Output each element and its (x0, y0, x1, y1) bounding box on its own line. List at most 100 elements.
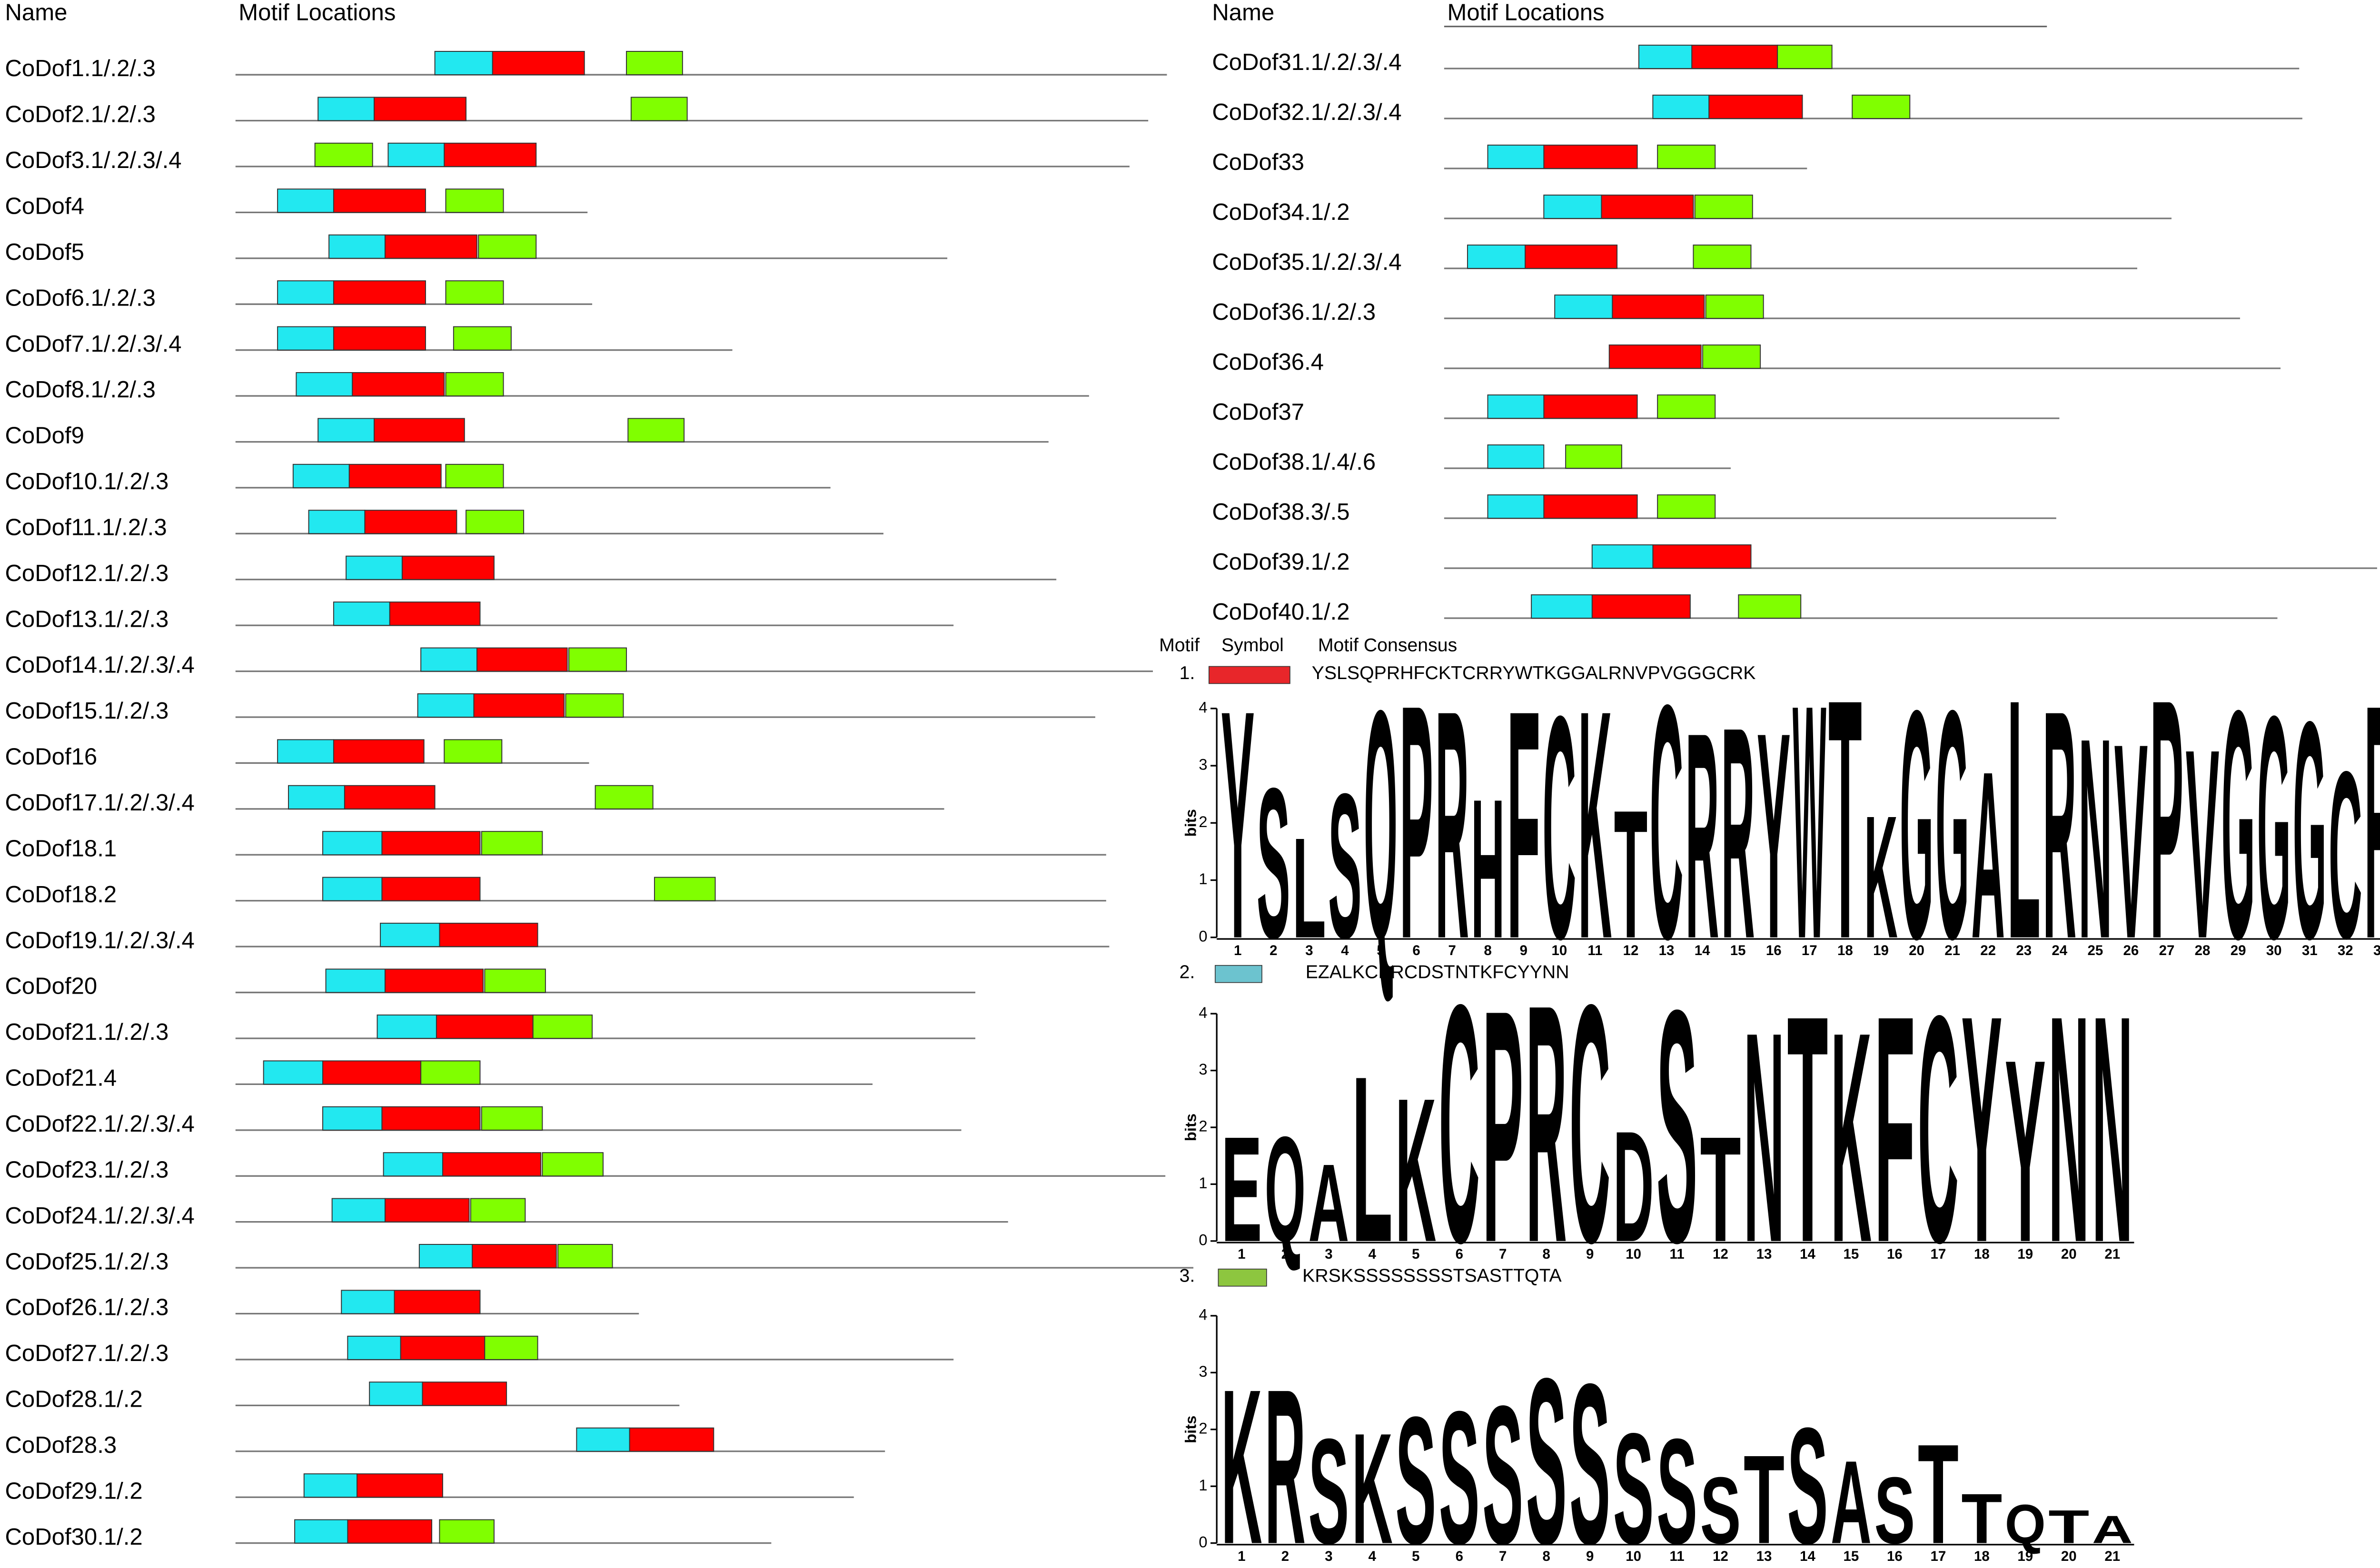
position-label: 19 (1873, 943, 1889, 958)
gene-name: CoDof40.1/.2 (1212, 599, 1349, 625)
motif-box (1543, 494, 1638, 519)
gene-name: CoDof31.1/.2/.3/.4 (1212, 49, 1401, 75)
logo-letter: G (1935, 642, 1969, 1006)
logo-letter: C (1650, 636, 1684, 1009)
motif-box (317, 97, 375, 121)
gene-name: CoDof37 (1212, 399, 1304, 425)
logo-letter: L (1292, 809, 1326, 968)
gene-name: CoDof16 (5, 744, 97, 770)
position-label: 17 (1802, 943, 1817, 958)
gene-name: CoDof18.2 (5, 882, 117, 907)
position-label: 6 (1456, 1548, 1463, 1564)
logo-letter: F (1874, 948, 1915, 1310)
position-label: 15 (1844, 1548, 1859, 1564)
motif-box (352, 372, 445, 397)
position-label: 1 (1238, 1246, 1245, 1262)
motif-box (1638, 44, 1693, 69)
y-tick-label: 2 (1199, 1419, 1207, 1437)
position-label: 11 (1670, 1548, 1685, 1564)
position-label: 5 (1412, 1548, 1419, 1564)
motif-box (333, 188, 426, 213)
logo-letter: G (2257, 650, 2291, 1006)
logo-letter: C (1569, 934, 1610, 1313)
position-label: 6 (1456, 1246, 1463, 1262)
motif-box (317, 418, 375, 443)
y-tick-label: 1 (1199, 870, 1207, 888)
motif-box (1705, 294, 1764, 319)
motif-box (442, 1152, 542, 1177)
gene-name: CoDof2.1/.2/.3 (5, 102, 155, 128)
logo-letter: L (2007, 628, 2041, 1010)
locations-header: Motif Locations (1447, 0, 1604, 25)
position-label: 24 (2052, 943, 2067, 958)
motif-box (1657, 144, 1716, 169)
logo-letter: T (1918, 1415, 1959, 1568)
logo-letter: W (1793, 635, 1826, 1008)
motif-box (333, 602, 390, 626)
y-tick-label: 1 (1199, 1476, 1207, 1494)
motif-box (333, 326, 426, 351)
motif-box (629, 1427, 714, 1452)
position-label: 31 (2302, 943, 2318, 958)
motif-box (418, 1244, 473, 1269)
logo-letter: A (2092, 1507, 2133, 1551)
motif-box (439, 1519, 495, 1544)
position-label: 8 (1543, 1246, 1550, 1262)
motif-box (357, 1473, 443, 1498)
motif-box (1657, 394, 1716, 419)
logo-letter: K (1578, 642, 1612, 1007)
motif-number: 2. (1180, 961, 1195, 982)
motif-box (484, 1335, 538, 1360)
position-label: 12 (1713, 1548, 1728, 1564)
logo-letter: C (1918, 949, 1959, 1310)
logo-letter: R (2364, 636, 2380, 1009)
position-label: 32 (2338, 943, 2353, 958)
motif-box (1652, 94, 1710, 119)
logo-letter: S (1308, 1408, 1349, 1568)
position-label: 18 (1837, 943, 1853, 958)
position-label: 10 (1551, 943, 1567, 958)
logo-letter: N (1744, 970, 1785, 1305)
position-label: 8 (1484, 943, 1492, 958)
motif-box (1693, 244, 1752, 269)
gene-name: CoDof23.1/.2/.3 (5, 1157, 169, 1183)
gene-name: CoDof29.1/.2 (5, 1478, 142, 1504)
position-label: 4 (1341, 943, 1349, 958)
logo-letter: K (1831, 970, 1872, 1305)
position-label: 12 (1623, 943, 1639, 958)
position-label: 15 (1844, 1246, 1859, 1262)
motif-box (277, 739, 334, 764)
logo-letter: T (1787, 948, 1828, 1310)
logo-letter: S (1439, 1371, 1480, 1568)
position-label: 25 (2087, 943, 2103, 958)
position-label: 29 (2231, 943, 2246, 958)
position-label: 9 (1586, 1246, 1594, 1262)
motif-box (420, 1060, 481, 1085)
motif-box (492, 50, 585, 76)
position-label: 8 (1543, 1548, 1550, 1564)
motif-consensus: KRSKSSSSSSSSTSASTTQTA (1302, 1265, 1562, 1286)
motif-box (532, 1014, 593, 1039)
position-label: 6 (1412, 943, 1420, 958)
motif-box (470, 1198, 526, 1223)
motif-box (1702, 344, 1761, 369)
motif-box (331, 1198, 386, 1223)
gene-name: CoDof19.1/.2/.3/.4 (5, 927, 194, 953)
y-tick-label: 1 (1199, 1174, 1207, 1192)
gene-name: CoDof9 (5, 423, 84, 449)
logo-letter: S (1874, 1457, 1915, 1563)
motif-box (381, 1106, 481, 1131)
motif-box (481, 1106, 543, 1131)
position-label: 12 (1713, 1246, 1728, 1262)
y-tick-label: 4 (1199, 698, 1207, 716)
motif-box (1612, 294, 1705, 319)
logo-letter: C (2329, 722, 2362, 988)
gene-name: CoDof32.1/.2/.3/.4 (1212, 99, 1401, 125)
motif-box (341, 1290, 395, 1314)
logo-letter: S (1656, 941, 1697, 1312)
motif-swatch (1218, 1268, 1267, 1287)
gene-name: CoDof38.3/.5 (1212, 499, 1349, 525)
motif-box (400, 1335, 486, 1360)
position-label: 14 (1695, 943, 1710, 958)
